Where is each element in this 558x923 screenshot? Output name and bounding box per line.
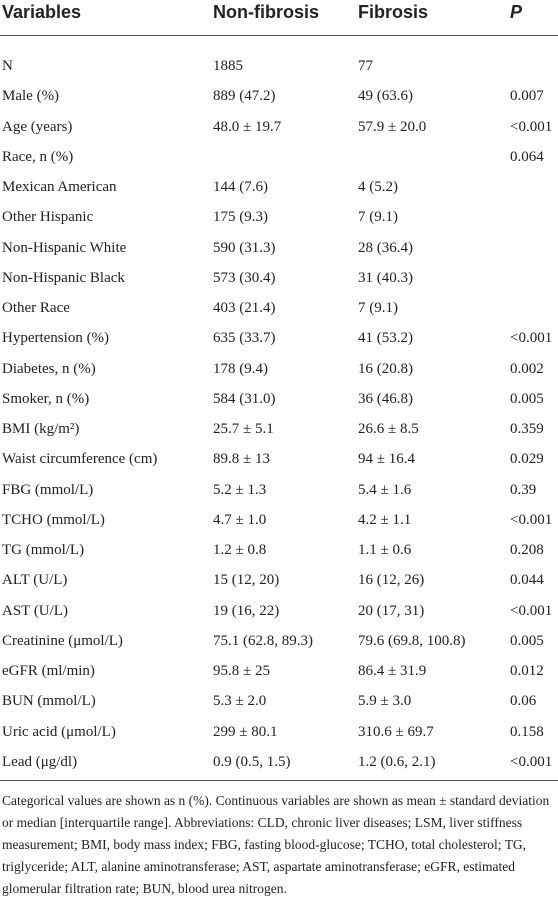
cell-value: 1.2 ± 0.8 (213, 542, 267, 559)
row-label: TG (mmol/L) (2, 542, 85, 559)
cell-value: 57.9 ± 20.0 (358, 118, 427, 135)
cell-value: 590 (31.3) (213, 239, 276, 256)
cell-value: 0.208 (510, 542, 544, 559)
row-label: Age (years) (2, 118, 73, 135)
cell-value: 0.005 (510, 390, 544, 407)
cell-value: 0.158 (510, 723, 544, 740)
cell-value: 5.9 ± 3.0 (358, 693, 412, 710)
row-label: TCHO (mmol/L) (2, 511, 105, 528)
footnote: Categorical values are shown as n (%). C… (2, 793, 550, 896)
bottom-rule (0, 780, 558, 781)
row-label: Diabetes, n (%) (2, 360, 96, 377)
cell-value: 36 (46.8) (358, 390, 413, 407)
cell-value: 41 (53.2) (358, 330, 413, 347)
cell-value: 1.2 (0.6, 2.1) (358, 753, 436, 770)
row-label: Lead (μg/dl) (2, 753, 78, 770)
row-label: Uric acid (μmol/L) (2, 723, 116, 740)
cell-value: 0.06 (510, 693, 537, 710)
cell-value: 20 (17, 31) (358, 602, 425, 619)
cell-value: 49 (63.6) (358, 88, 413, 105)
cell-value: 1885 (213, 58, 243, 74)
row-label: Male (%) (2, 88, 60, 105)
row-label: Race, n (%) (2, 148, 74, 165)
row-label: Waist circumference (cm) (2, 451, 158, 468)
cell-value: 0.39 (510, 481, 537, 498)
cell-value: 0.012 (510, 663, 544, 680)
cell-value: 7 (9.1) (358, 209, 398, 226)
cell-value: 89.8 ± 13 (213, 451, 270, 468)
row-label: FBG (mmol/L) (2, 481, 94, 498)
column-header: P (510, 2, 523, 22)
cell-value: 28 (36.4) (358, 239, 413, 256)
cell-value: 584 (31.0) (213, 390, 276, 407)
cell-value: 7 (9.1) (358, 300, 398, 317)
cell-value: <0.001 (510, 330, 553, 347)
column-header: Variables (2, 2, 82, 22)
cell-value: 25.7 ± 5.1 (213, 421, 274, 438)
cell-value: 77 (358, 58, 373, 74)
cell-value: 26.6 ± 8.5 (358, 421, 419, 438)
row-label: Other Race (2, 300, 70, 317)
cell-value: 889 (47.2) (213, 88, 276, 105)
cell-value: 178 (9.4) (213, 360, 268, 377)
cell-value: 75.1 (62.8, 89.3) (213, 632, 313, 649)
cell-value: 19 (16, 22) (213, 602, 280, 619)
cell-value: 5.2 ± 1.3 (213, 481, 267, 498)
row-label: eGFR (ml/min) (2, 663, 95, 680)
column-header: Non-fibrosis (213, 2, 319, 22)
row-label: Smoker, n (%) (2, 390, 90, 407)
cell-value: 94 ± 16.4 (358, 451, 415, 468)
row-label: BUN (mmol/L) (2, 693, 96, 710)
cell-value: 0.9 (0.5, 1.5) (213, 753, 291, 770)
row-label: N (2, 58, 13, 74)
row-label: Other Hispanic (2, 209, 94, 226)
row-label: AST (U/L) (2, 602, 68, 619)
cell-value: 16 (12, 26) (358, 572, 425, 589)
column-header: Fibrosis (358, 2, 429, 22)
row-label: BMI (kg/m²) (2, 421, 80, 438)
cell-value: 0.044 (510, 572, 544, 589)
cell-value: 15 (12, 20) (213, 572, 280, 589)
cell-value: <0.001 (510, 602, 553, 619)
cell-value: <0.001 (510, 118, 553, 135)
cell-value: 0.064 (510, 148, 544, 165)
cell-value: 48.0 ± 19.7 (213, 118, 282, 135)
cell-value: 144 (7.6) (213, 179, 268, 196)
row-label: ALT (U/L) (2, 572, 68, 589)
cell-value: 86.4 ± 31.9 (358, 663, 427, 680)
cell-value: 175 (9.3) (213, 209, 268, 226)
cell-value: 0.359 (510, 421, 544, 438)
cell-value: 16 (20.8) (358, 360, 413, 377)
cell-value: 5.4 ± 1.6 (358, 481, 412, 498)
cell-value: 4 (5.2) (358, 179, 398, 196)
cell-value: 573 (30.4) (213, 269, 276, 286)
cell-value: 299 ± 80.1 (213, 723, 278, 740)
row-label: Hypertension (%) (2, 330, 110, 347)
cell-value: 79.6 (69.8, 100.8) (358, 632, 466, 649)
cell-value: 0.002 (510, 360, 544, 377)
cell-value: 4.7 ± 1.0 (213, 511, 267, 528)
row-label: Non-Hispanic Black (2, 269, 125, 286)
header-rule (0, 35, 558, 36)
cell-value: 4.2 ± 1.1 (358, 511, 412, 528)
cell-value: 310.6 ± 69.7 (358, 723, 434, 740)
row-label: Non-Hispanic White (2, 239, 127, 256)
row-label: Mexican American (2, 179, 117, 196)
cell-value: 0.005 (510, 632, 544, 649)
cell-value: <0.001 (510, 753, 553, 770)
cell-value: <0.001 (510, 511, 553, 528)
cell-value: 403 (21.4) (213, 300, 276, 317)
cell-value: 1.1 ± 0.6 (358, 542, 412, 559)
cell-value: 0.029 (510, 451, 544, 468)
cell-value: 0.007 (510, 88, 544, 105)
cell-value: 31 (40.3) (358, 269, 413, 286)
cell-value: 635 (33.7) (213, 330, 276, 347)
row-label: Creatinine (μmol/L) (2, 632, 123, 649)
cell-value: 5.3 ± 2.0 (213, 693, 267, 710)
cell-value: 95.8 ± 25 (213, 663, 270, 680)
